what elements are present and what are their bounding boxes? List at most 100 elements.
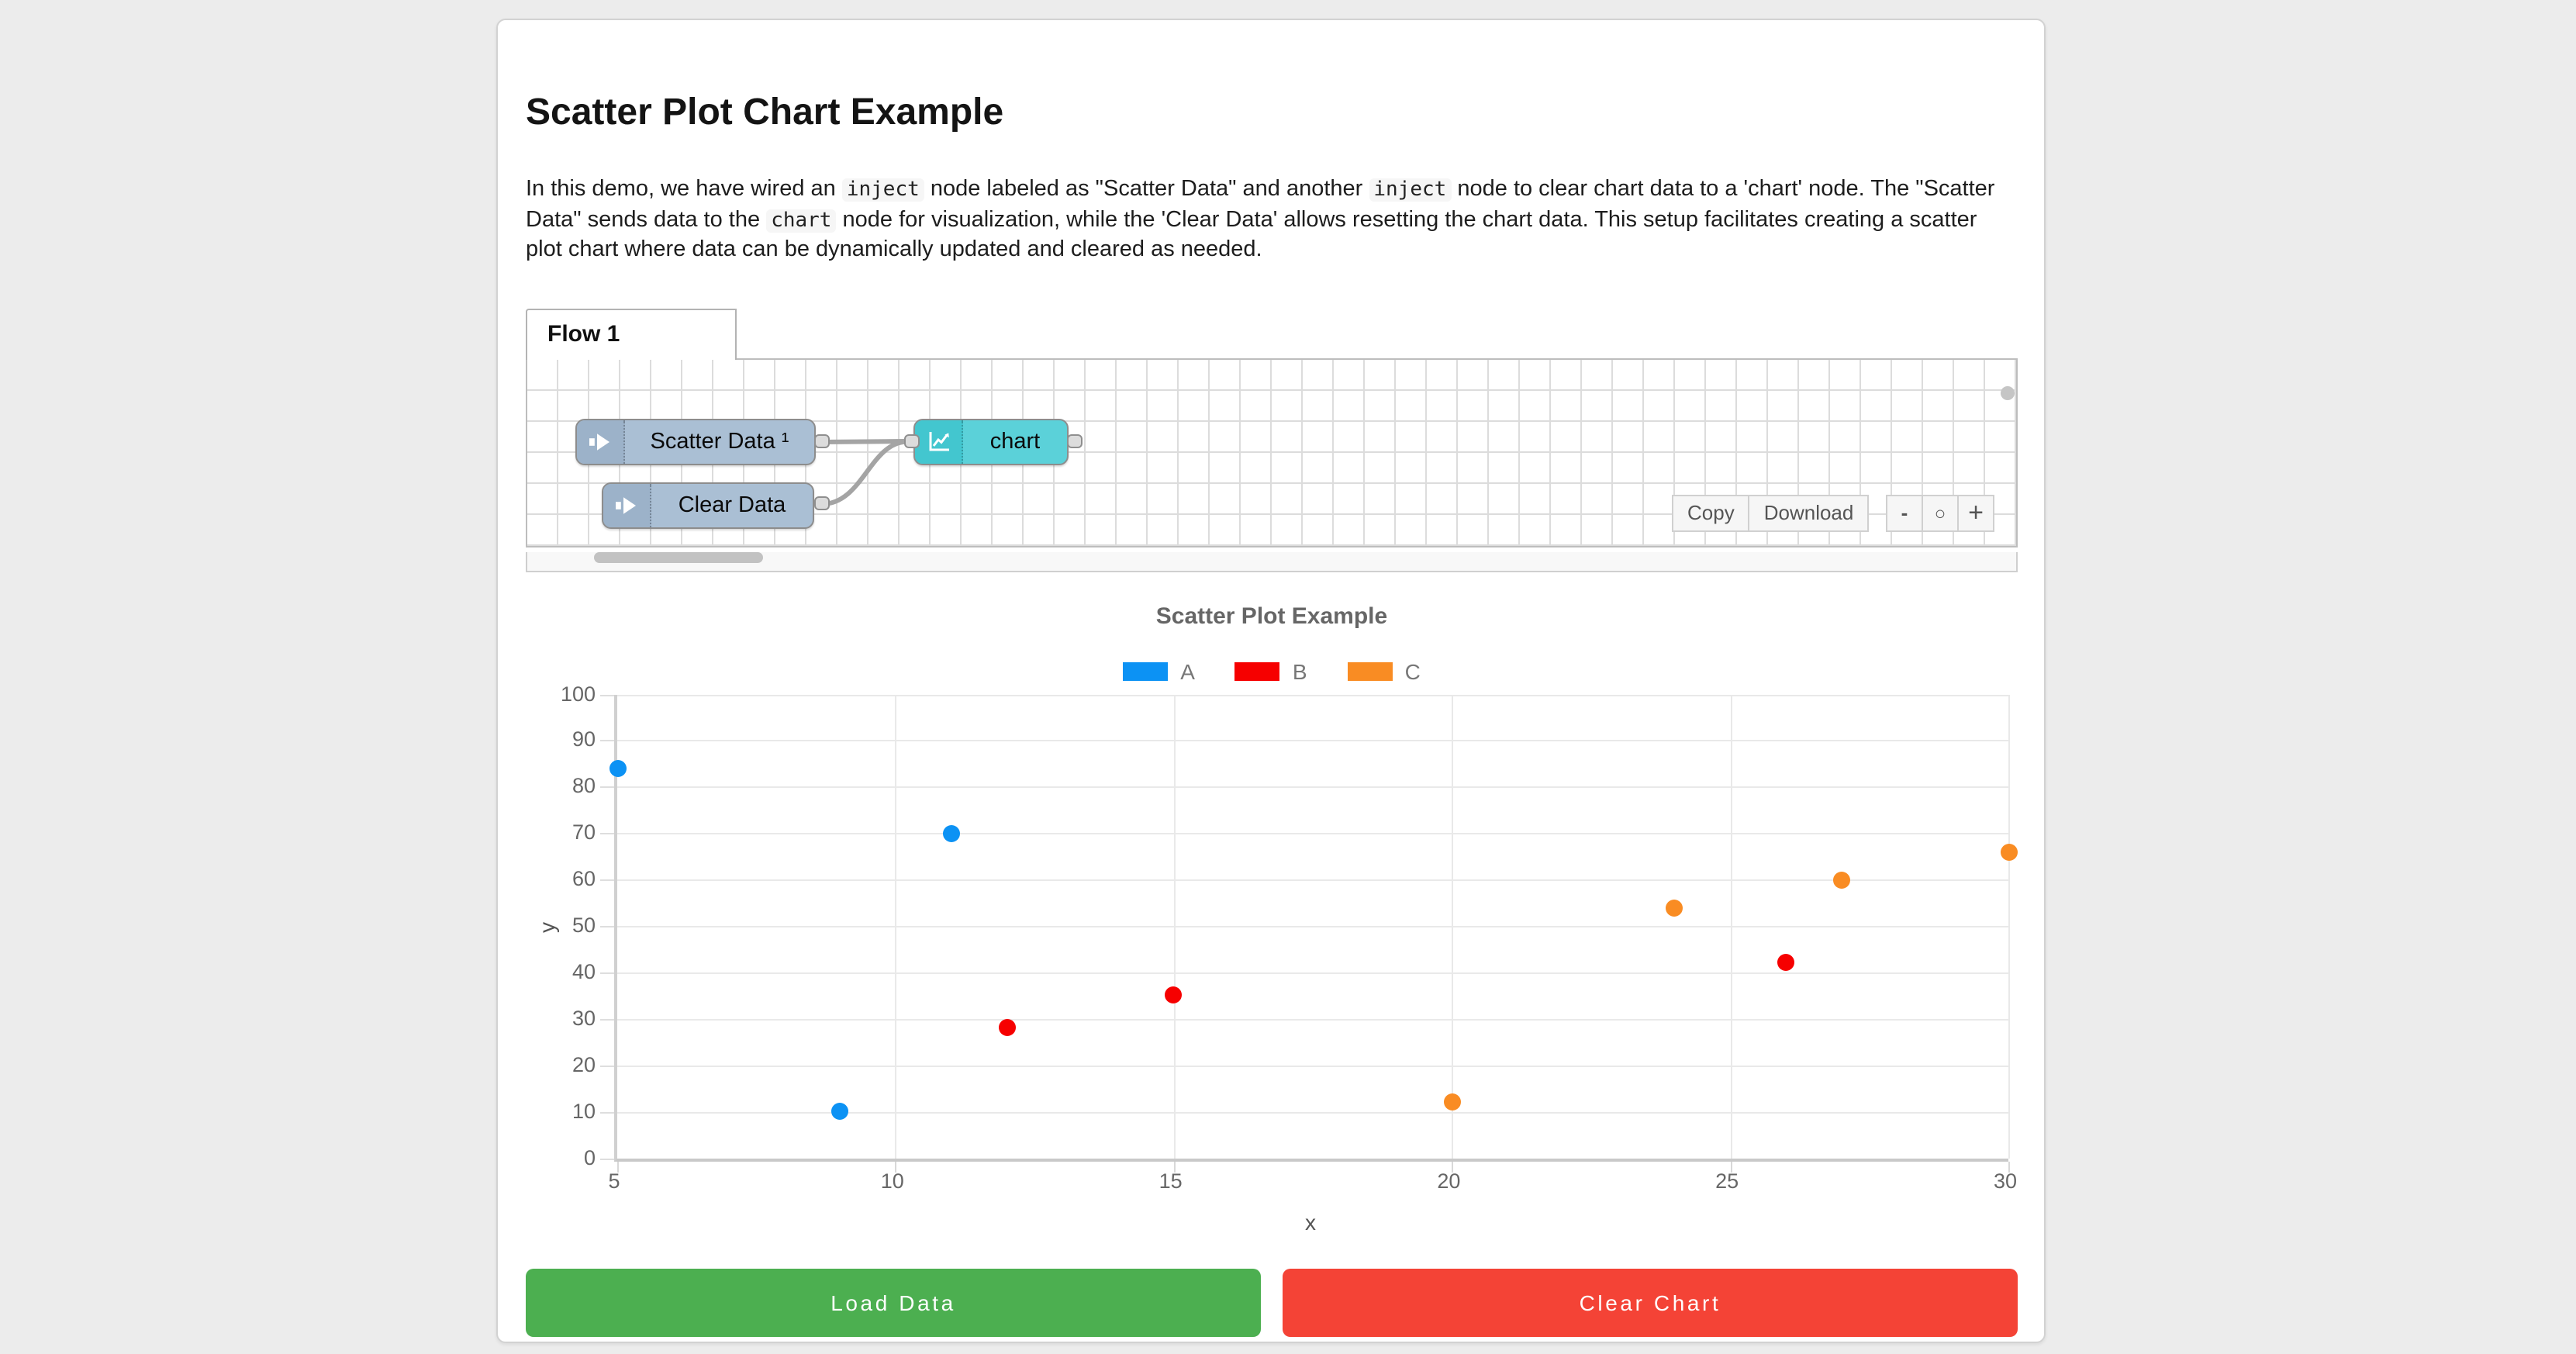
inline-code: chart xyxy=(766,209,837,232)
y-tick-label: 80 xyxy=(571,774,596,798)
zoom-in-button[interactable]: + xyxy=(1957,494,1994,531)
legend-label: A xyxy=(1180,658,1195,683)
legend-swatch xyxy=(1347,661,1393,680)
legend-item: C xyxy=(1347,658,1421,683)
vertical-scrollbar-thumb[interactable] xyxy=(2001,385,2015,399)
node-chart[interactable]: chart xyxy=(913,418,1069,465)
gridline-horizontal xyxy=(617,1111,2008,1114)
y-tick-label: 60 xyxy=(571,867,596,891)
clear-chart-button[interactable]: Clear Chart xyxy=(1283,1268,2018,1336)
y-tick-label: 100 xyxy=(560,682,596,705)
x-tick-mark xyxy=(617,1161,619,1172)
gridline-horizontal xyxy=(617,694,2008,696)
legend-swatch xyxy=(1123,661,1169,680)
flow-tab[interactable]: Flow 1 xyxy=(526,308,737,359)
y-tick-label: 90 xyxy=(571,727,596,751)
gridline-horizontal xyxy=(617,740,2008,742)
flow-canvas[interactable]: Scatter Data ¹ Clear Data xyxy=(526,357,2018,547)
copy-button[interactable]: Copy xyxy=(1672,494,1750,531)
flow-tab-label: Flow 1 xyxy=(547,321,620,347)
y-tick-mark xyxy=(600,1065,614,1067)
inject-icon xyxy=(577,420,625,463)
scatter-point-C xyxy=(1832,871,1850,889)
port-chart-output xyxy=(1067,433,1083,447)
legend-item: B xyxy=(1234,658,1307,683)
port-scatter-output xyxy=(814,433,830,447)
content-card: Scatter Plot Chart Example In this demo,… xyxy=(496,19,2046,1343)
y-tick-mark xyxy=(600,1111,614,1114)
zoom-out-button[interactable]: - xyxy=(1886,494,1923,531)
load-data-button[interactable]: Load Data xyxy=(526,1268,1261,1336)
y-tick-mark xyxy=(600,740,614,742)
node-clear-data[interactable]: Clear Data xyxy=(602,482,814,528)
chart-legend: A B C xyxy=(526,658,2018,683)
scatter-point-C xyxy=(2000,843,2017,861)
y-tick-mark xyxy=(600,1158,614,1159)
zoom-reset-button[interactable]: ○ xyxy=(1922,494,1959,531)
wire-clear-to-chart xyxy=(820,438,908,506)
x-tick-label: 10 xyxy=(880,1169,904,1192)
horizontal-scrollbar xyxy=(526,551,2018,572)
y-tick-label: 40 xyxy=(571,959,596,983)
node-scatter-data[interactable]: Scatter Data ¹ xyxy=(575,418,816,465)
gridline-horizontal xyxy=(617,1065,2008,1067)
horizontal-scrollbar-thumb[interactable] xyxy=(594,551,763,562)
y-tick-label: 30 xyxy=(571,1006,596,1030)
scatter-point-B xyxy=(1777,954,1794,972)
scatter-point-B xyxy=(998,1019,1016,1037)
gridline-horizontal xyxy=(617,879,2008,882)
page-title: Scatter Plot Chart Example xyxy=(526,92,1004,133)
node-label: chart xyxy=(989,429,1041,454)
scatter-point-B xyxy=(1165,986,1183,1004)
x-tick-mark xyxy=(895,1161,897,1172)
y-tick-mark xyxy=(600,926,614,927)
description-text: In this demo, we have wired an xyxy=(526,177,842,202)
node-label: Clear Data xyxy=(678,492,786,517)
scatter-point-A xyxy=(831,1103,849,1121)
gridline-horizontal xyxy=(617,833,2008,835)
port-clear-output xyxy=(814,496,830,509)
x-axis-title: x xyxy=(1305,1209,1316,1234)
legend-swatch xyxy=(1234,661,1280,680)
y-tick-mark xyxy=(600,694,614,696)
y-tick-mark xyxy=(600,786,614,789)
description-paragraph: In this demo, we have wired an inject no… xyxy=(526,175,2016,266)
legend-label: C xyxy=(1404,658,1421,683)
download-button[interactable]: Download xyxy=(1748,494,1870,531)
y-tick-label: 20 xyxy=(571,1052,596,1076)
description-text: node for visualization, while the 'Clear… xyxy=(526,207,1977,262)
scatter-point-A xyxy=(609,759,626,777)
x-tick-mark xyxy=(1173,1161,1176,1172)
y-tick-mark xyxy=(600,972,614,974)
y-tick-mark xyxy=(600,879,614,882)
x-tick-label: 15 xyxy=(1159,1169,1183,1192)
flow-editor: Flow 1 Scatter Data ¹ xyxy=(526,308,2018,572)
inline-code: inject xyxy=(841,178,924,202)
scatter-point-C xyxy=(1666,899,1683,917)
x-tick-mark xyxy=(2008,1161,2010,1172)
x-tick-mark xyxy=(1730,1161,1732,1172)
scatter-point-A xyxy=(942,824,960,842)
y-tick-label: 0 xyxy=(583,1145,596,1169)
port-chart-input xyxy=(904,433,920,447)
plot-area xyxy=(600,694,2017,1172)
description-text: node labeled as "Scatter Data" and anoth… xyxy=(924,177,1369,202)
y-tick-label: 10 xyxy=(571,1099,596,1123)
gridline-horizontal xyxy=(617,786,2008,789)
x-tick-label: 30 xyxy=(1993,1169,2018,1192)
scatter-point-C xyxy=(1443,1093,1461,1111)
y-tick-label: 70 xyxy=(571,820,596,845)
x-tick-label: 5 xyxy=(608,1169,620,1192)
legend-item: A xyxy=(1123,658,1195,683)
description-text: node to clear chart data to a 'chart' no… xyxy=(526,177,1995,232)
action-buttons: Load Data Clear Chart xyxy=(526,1268,2018,1336)
y-tick-mark xyxy=(600,833,614,835)
inject-icon xyxy=(603,483,651,527)
x-tick-label: 25 xyxy=(1715,1169,1739,1192)
wire-scatter-to-chart xyxy=(820,438,908,444)
gridline-horizontal xyxy=(617,926,2008,927)
legend-label: B xyxy=(1292,658,1307,683)
gridline-vertical xyxy=(2008,694,2010,1158)
